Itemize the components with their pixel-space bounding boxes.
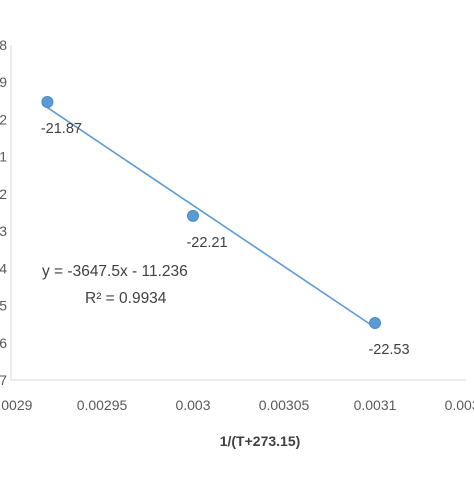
y-tick-label: -22.5 [0,298,7,314]
x-tick-label: 0.00305 [259,397,310,413]
data-points [41,95,381,330]
trendline [46,106,376,329]
r-squared-label: R² = 0.9934 [85,290,167,307]
axes [10,45,466,381]
trendline-equation: y = -3647.5x - 11.236 [42,263,188,280]
y-tick-label: -22.7 [0,372,7,388]
x-tick-label: 0.0029 [0,397,33,413]
x-tick-label: 0.00295 [77,397,128,413]
y-tick-label: -22.1 [0,149,7,165]
data-label: -22.53 [368,342,409,358]
data-point [369,317,381,330]
data-label: -22.21 [186,235,227,251]
y-tick-label: -22 [0,111,7,127]
x-tick-label: 0.0031 [445,397,474,413]
y-tick-label: -21.9 [0,74,7,90]
y-tick-label: -22.3 [0,223,7,239]
y-tick-label: -21.8 [0,37,7,53]
data-label: -21.87 [41,121,82,137]
y-tick-label: -22.4 [0,260,7,276]
x-tick-label: 0.003 [175,397,210,413]
x-tick-labels: 0.0029 0.00295 0.003 0.00305 0.0031 0.0031 [0,397,474,413]
data-labels: -21.87 -22.21 -22.53 [41,121,410,358]
data-point [41,95,54,108]
y-tick-label: -22.2 [0,186,7,202]
y-tick-label: -22.6 [0,335,7,351]
y-tick-labels: -21.8 -21.9 -22 -22.1 -22.2 -22.3 -22.4 -22.5 -2… [0,37,7,388]
data-point [187,209,199,222]
x-tick-label: 0.0031 [354,397,397,413]
x-axis-title: 1/(T+273.15) [220,433,301,449]
